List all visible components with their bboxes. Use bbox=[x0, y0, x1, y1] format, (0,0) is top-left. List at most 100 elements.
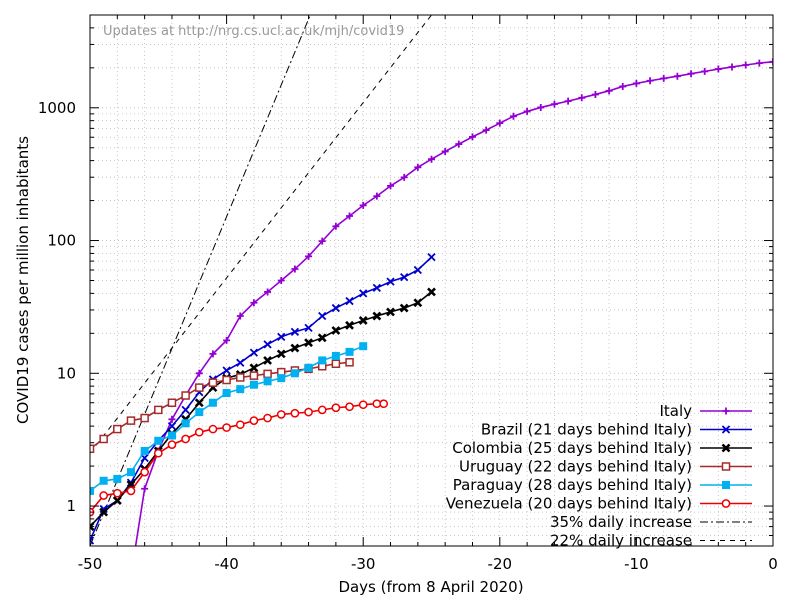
legend-label: Uruguay (22 days behind Italy) bbox=[459, 458, 692, 476]
data-point bbox=[358, 400, 368, 410]
data-point bbox=[537, 103, 545, 111]
data-point bbox=[318, 356, 327, 365]
data-point bbox=[632, 79, 640, 87]
data-point bbox=[386, 307, 395, 317]
data-point bbox=[99, 507, 109, 517]
data-point bbox=[387, 182, 395, 190]
data-point bbox=[126, 486, 136, 496]
data-point bbox=[277, 332, 286, 342]
data-point bbox=[181, 434, 190, 444]
data-point bbox=[167, 431, 176, 440]
data-point bbox=[290, 369, 299, 378]
y-tick-label: 1000 bbox=[38, 99, 76, 117]
data-point bbox=[359, 201, 367, 209]
data-point bbox=[249, 380, 258, 389]
data-point bbox=[345, 358, 354, 367]
data-point bbox=[263, 340, 272, 349]
data-point bbox=[236, 358, 245, 367]
data-point bbox=[496, 119, 504, 127]
data-point bbox=[455, 140, 463, 148]
data-point bbox=[126, 468, 135, 477]
data-point bbox=[90, 486, 94, 495]
data-point bbox=[222, 366, 231, 375]
data-point bbox=[523, 107, 531, 115]
x-tick-label: -30 bbox=[351, 555, 376, 573]
data-point bbox=[113, 474, 122, 483]
data-point bbox=[305, 252, 313, 260]
data-point bbox=[318, 237, 326, 245]
y-tick-label: 10 bbox=[57, 364, 76, 382]
data-point bbox=[427, 287, 436, 297]
series-paraguay bbox=[90, 342, 368, 495]
data-point bbox=[276, 410, 286, 419]
data-point bbox=[290, 343, 300, 353]
data-point bbox=[441, 147, 449, 155]
data-point bbox=[277, 277, 285, 284]
data-point bbox=[550, 100, 558, 108]
data-point bbox=[90, 444, 95, 454]
data-point bbox=[346, 212, 354, 220]
data-point bbox=[195, 383, 204, 392]
data-point bbox=[290, 408, 300, 418]
data-point bbox=[755, 59, 763, 67]
y-tick-label: 1 bbox=[66, 497, 76, 515]
data-point bbox=[331, 403, 341, 413]
data-point bbox=[235, 420, 245, 430]
data-point bbox=[317, 405, 327, 415]
data-point bbox=[331, 303, 341, 313]
legend-label: Venezuela (20 days behind Italy) bbox=[446, 495, 692, 513]
data-point bbox=[126, 416, 136, 425]
data-point bbox=[413, 265, 422, 275]
x-tick-label: -20 bbox=[488, 555, 513, 573]
data-point bbox=[263, 377, 272, 386]
y-axis-label: COVID19 cases per million inhabitants bbox=[14, 136, 32, 424]
data-point bbox=[113, 424, 122, 434]
data-point bbox=[195, 408, 204, 417]
data-point bbox=[90, 522, 95, 532]
data-point bbox=[236, 312, 244, 320]
data-point bbox=[140, 413, 149, 423]
legend-marker bbox=[722, 481, 730, 489]
data-point bbox=[345, 402, 354, 412]
data-point bbox=[276, 349, 286, 359]
data-point bbox=[167, 398, 177, 407]
legend-label: Colombia (25 days behind Italy) bbox=[452, 439, 692, 457]
data-point bbox=[140, 467, 149, 477]
data-point bbox=[154, 436, 163, 445]
legend-marker bbox=[721, 462, 731, 471]
reference-line-22 bbox=[90, 15, 432, 454]
data-point bbox=[263, 413, 272, 423]
data-point bbox=[140, 446, 149, 455]
data-point bbox=[701, 67, 709, 75]
data-point bbox=[141, 485, 149, 493]
y-tick-label: 100 bbox=[47, 232, 76, 250]
legend-marker bbox=[721, 425, 731, 434]
data-point bbox=[427, 252, 436, 262]
data-point bbox=[304, 323, 313, 332]
data-point bbox=[112, 496, 122, 505]
data-point bbox=[277, 374, 286, 383]
data-point bbox=[181, 419, 190, 428]
series-italy bbox=[134, 58, 773, 546]
data-point bbox=[304, 407, 313, 417]
data-point bbox=[358, 316, 368, 325]
data-point bbox=[222, 375, 231, 385]
data-point bbox=[250, 299, 258, 307]
data-point bbox=[153, 448, 163, 458]
data-point bbox=[208, 378, 218, 387]
data-point bbox=[167, 421, 177, 431]
x-tick-label: 0 bbox=[768, 555, 778, 573]
data-point bbox=[99, 434, 108, 444]
data-point bbox=[359, 342, 368, 351]
data-point bbox=[591, 90, 599, 98]
data-point bbox=[619, 82, 627, 90]
data-point bbox=[90, 536, 95, 545]
legend-label: 22% daily increase bbox=[550, 532, 692, 550]
data-point bbox=[304, 363, 313, 372]
data-point bbox=[714, 65, 722, 73]
x-tick-label: -40 bbox=[214, 555, 239, 573]
data-point bbox=[399, 303, 409, 313]
data-point bbox=[154, 405, 163, 415]
data-point bbox=[249, 371, 259, 380]
